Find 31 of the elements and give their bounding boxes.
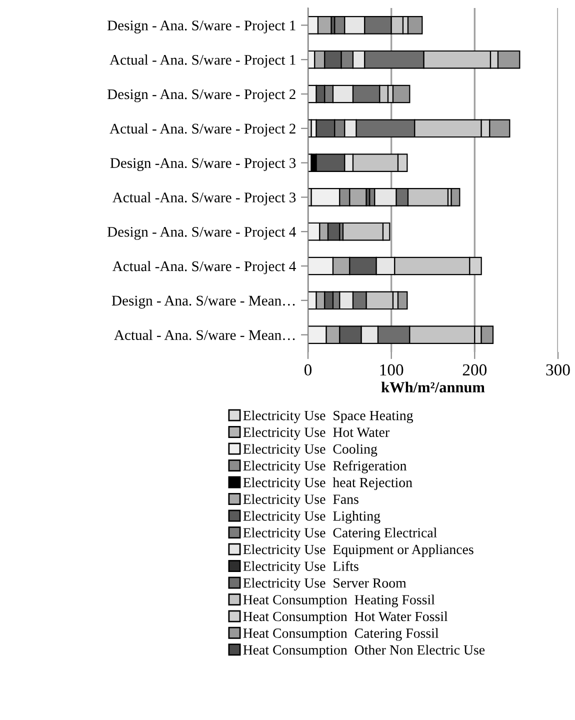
legend-label: Electricity Use Refrigeration xyxy=(243,460,407,474)
y-tick-label: Design -Ana. S/ware - Project 3 xyxy=(110,158,296,171)
legend-label: Heat Consumption Other Non Electric Use xyxy=(243,644,485,658)
legend-label: Heat Consumption Heating Fossil xyxy=(243,594,435,608)
y-tick-label: Design - Ana. S/ware - Project 2 xyxy=(107,89,296,102)
legend-label: Electricity Use Lighting xyxy=(243,510,380,524)
legend-label: Electricity Use Cooling xyxy=(243,444,378,457)
y-tick-label: Actual - Ana. S/ware - Project 2 xyxy=(110,123,296,137)
legend-label: Electricity Use Hot Water xyxy=(243,427,390,440)
x-axis-title: kWh/m²/annum xyxy=(381,382,485,393)
legend-label: Electricity Use Space Heating xyxy=(243,410,414,424)
y-tick-label: Actual -Ana. S/ware - Project 4 xyxy=(112,260,296,274)
y-tick-label: Design - Ana. S/ware - Project 1 xyxy=(107,20,296,34)
y-tick-label: Actual -Ana. S/ware - Project 3 xyxy=(112,192,296,206)
bar xyxy=(450,188,460,206)
y-tick-label: Design - Ana. S/ware - Mean… xyxy=(112,296,295,309)
legend-label: Electricity Use Fans xyxy=(243,494,358,507)
legend-label: Electricity Use Equipment or Appliances xyxy=(243,544,474,558)
y-tick-label: Actual - Ana. S/ware - Mean… xyxy=(114,330,295,340)
x-tick-label: 300 xyxy=(546,364,570,376)
y-tick-label: Design - Ana. S/ware - Project 4 xyxy=(107,226,296,240)
legend-label: Electricity Use Lifts xyxy=(243,561,358,574)
x-tick-label: 0 xyxy=(304,364,312,376)
legend-label: Electricity Use Server Room xyxy=(243,578,406,591)
y-tick-label: Actual - Ana. S/ware - Project 1 xyxy=(110,54,296,68)
legend-label: Heat Consumption Catering Fossil xyxy=(243,628,439,641)
legend-label: Heat Consumption Hot Water Fossil xyxy=(243,611,448,624)
legend-label: Electricity Use Catering Electrical xyxy=(243,528,437,540)
x-tick-label: 100 xyxy=(380,364,404,376)
x-tick-label: 200 xyxy=(462,364,487,376)
legend-label: Electricity Use heat Rejection xyxy=(243,477,412,490)
